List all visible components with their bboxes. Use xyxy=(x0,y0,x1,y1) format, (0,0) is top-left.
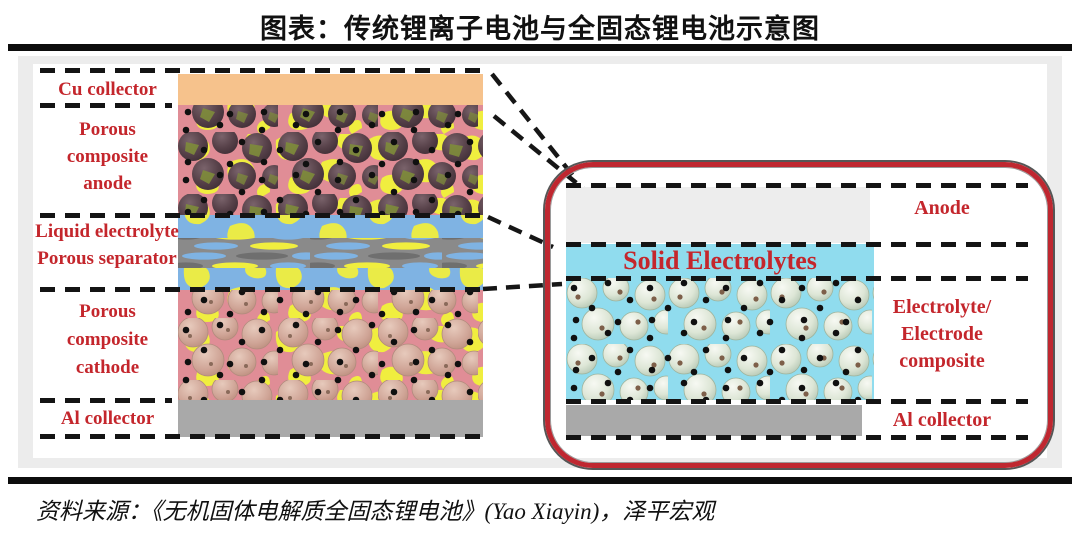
dashed-line-electrolyte-bottom xyxy=(566,276,1028,281)
dashed-line-cathode-al xyxy=(40,398,172,403)
label-cu-collector: Cu collector xyxy=(58,79,157,100)
label-liquid-electrolyte-separator: Liquid electrolyte Porous separator xyxy=(22,218,192,272)
dashed-line-top xyxy=(40,68,483,73)
label-line: composite xyxy=(66,329,149,350)
label-porous-composite-cathode: Porous composite cathode xyxy=(30,298,185,382)
dashed-line-electrolyte-cathode xyxy=(40,287,483,292)
label-line: composite xyxy=(899,350,985,372)
solid-state-cell-outline xyxy=(545,162,1053,468)
solid-electrolyte-layer xyxy=(566,244,874,278)
label-line: Porous separator xyxy=(37,248,177,269)
label-line: anode xyxy=(83,173,132,194)
electrolyte-electrode-composite-layer xyxy=(566,278,874,400)
bottom-rule xyxy=(8,477,1072,484)
label-solid-electrolytes: Solid Electrolytes xyxy=(623,246,817,275)
label-line: Liquid electrolyte xyxy=(35,221,179,242)
dashed-line-bottom xyxy=(40,434,487,439)
label-line: Electrolyte/ xyxy=(892,296,992,318)
label-anode-right: Anode xyxy=(914,197,970,219)
label-porous-composite-anode: Porous composite anode xyxy=(30,116,185,197)
dashed-line-cu-anode xyxy=(40,103,172,108)
label-al-collector-right: Al collector xyxy=(892,409,992,431)
al-collector-layer xyxy=(566,405,862,436)
label-line: Porous xyxy=(79,119,136,140)
left-battery-illustration xyxy=(178,74,483,437)
label-line: cathode xyxy=(75,357,140,378)
anode-layer xyxy=(566,187,870,243)
label-electrolyte-electrode-composite: Electrolyte/ Electrode composite xyxy=(862,294,1022,375)
dashed-line-anode-bottom xyxy=(566,242,1028,247)
dashed-line-anode-electrolyte xyxy=(40,213,483,218)
page-title: 图表：传统锂离子电池与全固态锂电池示意图 xyxy=(260,14,820,44)
label-line: composite xyxy=(66,146,149,167)
label-line: Electrode xyxy=(901,323,983,345)
label-al-collector-left: Al collector xyxy=(60,408,155,429)
dashed-line-composite-bottom xyxy=(566,399,1028,404)
top-rule xyxy=(8,44,1072,51)
label-line: Porous xyxy=(79,301,136,322)
source-line: 资料来源：《无机固体电解质全固态锂电池》(Yao Xiayin)，泽平宏观 xyxy=(36,499,715,524)
dashed-line-al-bottom xyxy=(566,435,1028,440)
dashed-line-anode-top xyxy=(566,183,1028,188)
